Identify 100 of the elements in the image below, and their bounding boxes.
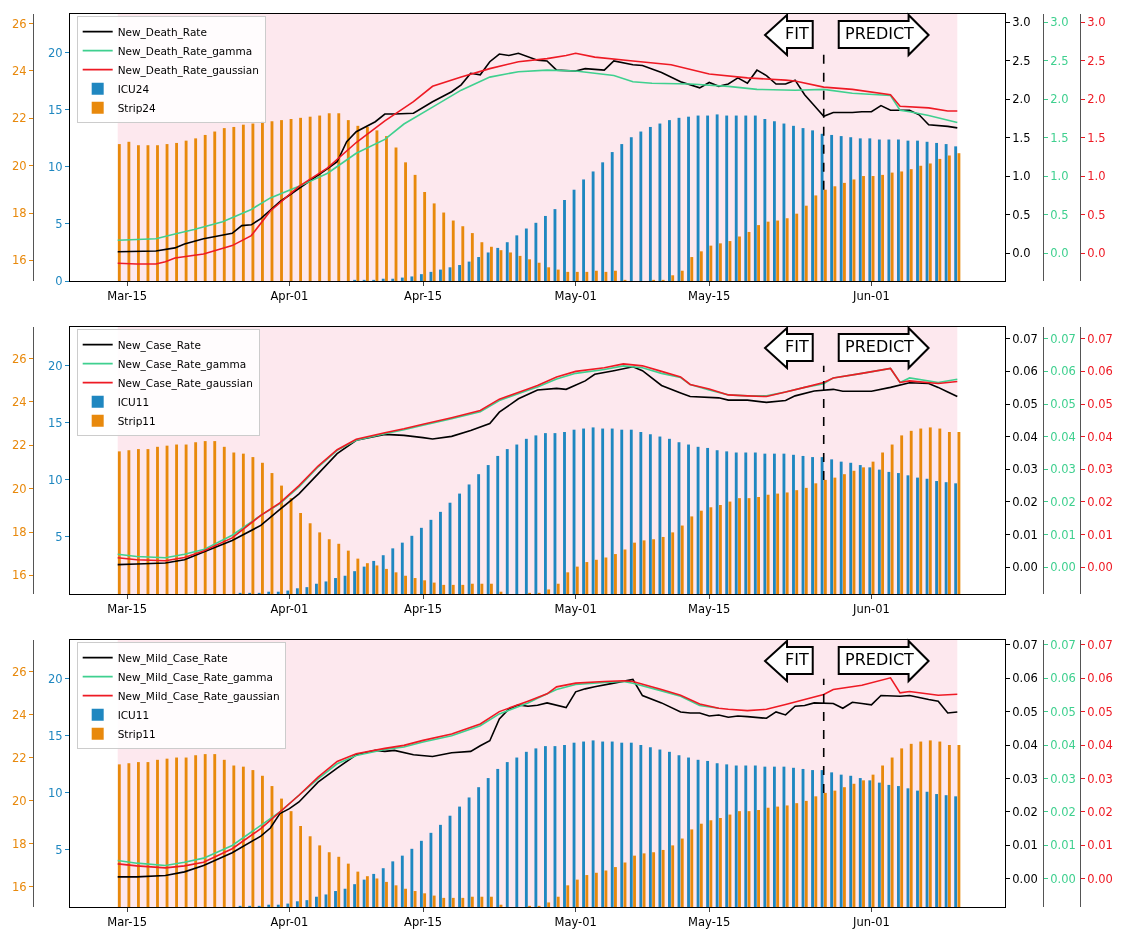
bar [585, 875, 589, 907]
annotation: PREDICT [845, 650, 915, 669]
bar [820, 770, 824, 907]
bar [820, 457, 824, 594]
text: 0.00 [1050, 871, 1076, 886]
y-tick-label: 20 [48, 358, 63, 373]
bar [795, 213, 799, 281]
bar [633, 542, 636, 594]
bar [486, 778, 490, 907]
bar [668, 751, 671, 907]
bar [601, 741, 605, 907]
bar [639, 431, 643, 594]
bar [537, 262, 541, 281]
bar [757, 810, 760, 907]
bar [814, 796, 818, 907]
text: 0.06 [1087, 364, 1113, 379]
y3-tick-label: 20 [12, 481, 27, 496]
bar [766, 807, 770, 907]
bar [652, 852, 656, 907]
y3-tick-label: 18 [12, 525, 27, 540]
bar [439, 824, 442, 907]
y2-tick-label: 0.01 [1012, 838, 1038, 853]
bar [658, 436, 662, 594]
bar [849, 137, 853, 281]
y2-tick-label: 2.5 [1012, 53, 1031, 68]
bar [232, 126, 236, 281]
bar [661, 849, 665, 907]
bar [658, 123, 662, 281]
bar [299, 117, 303, 281]
bar [954, 796, 958, 907]
bar [337, 113, 341, 281]
bar [938, 158, 942, 281]
bar [804, 800, 808, 907]
y-tick-label: 15 [48, 102, 63, 117]
bar [671, 845, 675, 907]
legend-label: New_Death_Rate [117, 25, 207, 39]
bar [175, 757, 178, 907]
bar [811, 457, 814, 594]
bar [477, 474, 481, 594]
y3-tick-label: 24 [12, 63, 27, 78]
y3-tick-label: 18 [12, 836, 27, 851]
bar [928, 427, 932, 594]
bar [687, 757, 690, 907]
bar [372, 873, 376, 907]
bar [470, 896, 474, 907]
bar [175, 444, 178, 594]
x-tick-label: Jun-01 [852, 914, 890, 929]
bar [439, 511, 442, 594]
bar [295, 588, 299, 594]
bar [299, 512, 303, 594]
bar [680, 838, 684, 907]
bar [734, 765, 738, 907]
bar [410, 535, 414, 594]
bar [346, 863, 350, 907]
y2-tick-label: 0.07 [1012, 637, 1038, 652]
x-tick-label: Jun-01 [852, 288, 890, 303]
bar [286, 903, 290, 907]
bar [776, 220, 780, 281]
bar [480, 242, 484, 281]
bar [400, 277, 404, 281]
bar [919, 741, 923, 907]
bar [658, 749, 662, 907]
bar [543, 746, 547, 907]
bar [629, 137, 633, 281]
text: 3.0 [1050, 15, 1069, 30]
text: 1.0 [1087, 169, 1106, 184]
bar [194, 755, 198, 907]
bar [862, 467, 865, 594]
bar [954, 146, 958, 281]
bar [792, 125, 795, 281]
bar [725, 115, 729, 281]
bar [830, 134, 834, 281]
bar [757, 225, 760, 281]
bar [753, 765, 757, 907]
bar [127, 141, 131, 281]
bar [353, 571, 357, 594]
bar [594, 559, 598, 594]
bar [241, 453, 245, 594]
text: 0.06 [1087, 671, 1113, 686]
bar [334, 578, 337, 594]
bar [458, 493, 461, 594]
bar [862, 176, 865, 281]
bar [890, 172, 894, 281]
bar [947, 431, 951, 594]
bar [489, 246, 493, 281]
y2-tick-label: 0.06 [1012, 671, 1038, 686]
legend-label: New_Death_Rate_gaussian [117, 63, 259, 77]
bar [877, 469, 881, 594]
y2-tick-label: 0.04 [1012, 429, 1038, 444]
legend-label: ICU24 [117, 82, 150, 95]
bar [423, 580, 427, 594]
bar [280, 120, 283, 281]
x-tick-label: Mar-15 [107, 288, 148, 303]
bar [563, 199, 566, 281]
text: 0.00 [1050, 560, 1076, 575]
bar [451, 220, 455, 281]
bar [117, 764, 121, 907]
bar [184, 757, 188, 907]
bar [881, 452, 885, 594]
x-tick-label: Jun-01 [852, 601, 890, 616]
